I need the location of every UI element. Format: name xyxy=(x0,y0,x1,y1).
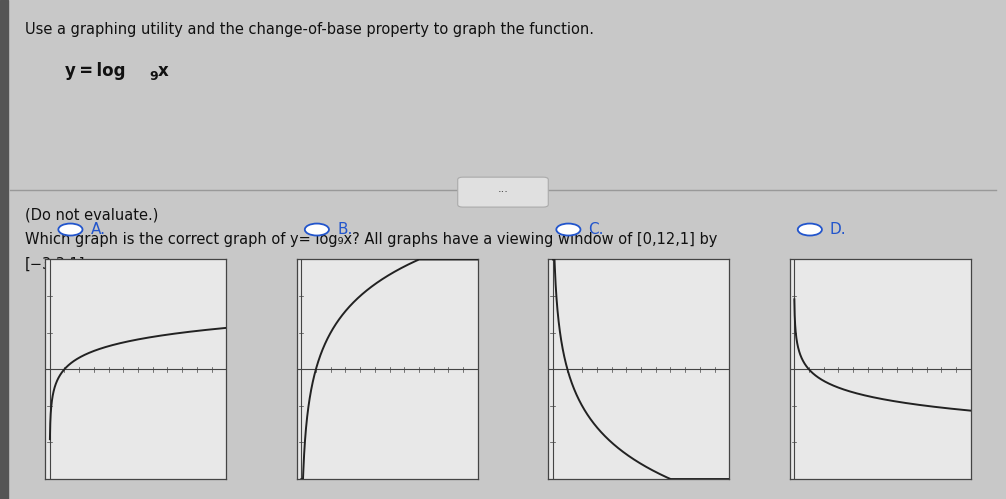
Text: x: x xyxy=(158,62,169,80)
Text: Use a graphing utility and the change-of-base property to graph the function.: Use a graphing utility and the change-of… xyxy=(25,22,595,37)
Circle shape xyxy=(556,224,580,236)
Bar xyxy=(0,0,8,499)
Text: 9: 9 xyxy=(149,70,158,83)
Circle shape xyxy=(798,224,822,236)
Text: ···: ··· xyxy=(498,187,508,197)
Text: C.: C. xyxy=(589,222,604,237)
FancyBboxPatch shape xyxy=(458,177,548,207)
Circle shape xyxy=(305,224,329,236)
Text: y = log: y = log xyxy=(65,62,126,80)
Circle shape xyxy=(58,224,82,236)
Text: [−3,3,1].: [−3,3,1]. xyxy=(25,257,91,272)
Text: B.: B. xyxy=(337,222,352,237)
Text: Which graph is the correct graph of y= log₉x? All graphs have a viewing window o: Which graph is the correct graph of y= l… xyxy=(25,232,717,247)
Text: D.: D. xyxy=(830,222,847,237)
Text: (Do not evaluate.): (Do not evaluate.) xyxy=(25,207,159,222)
Text: A.: A. xyxy=(91,222,106,237)
